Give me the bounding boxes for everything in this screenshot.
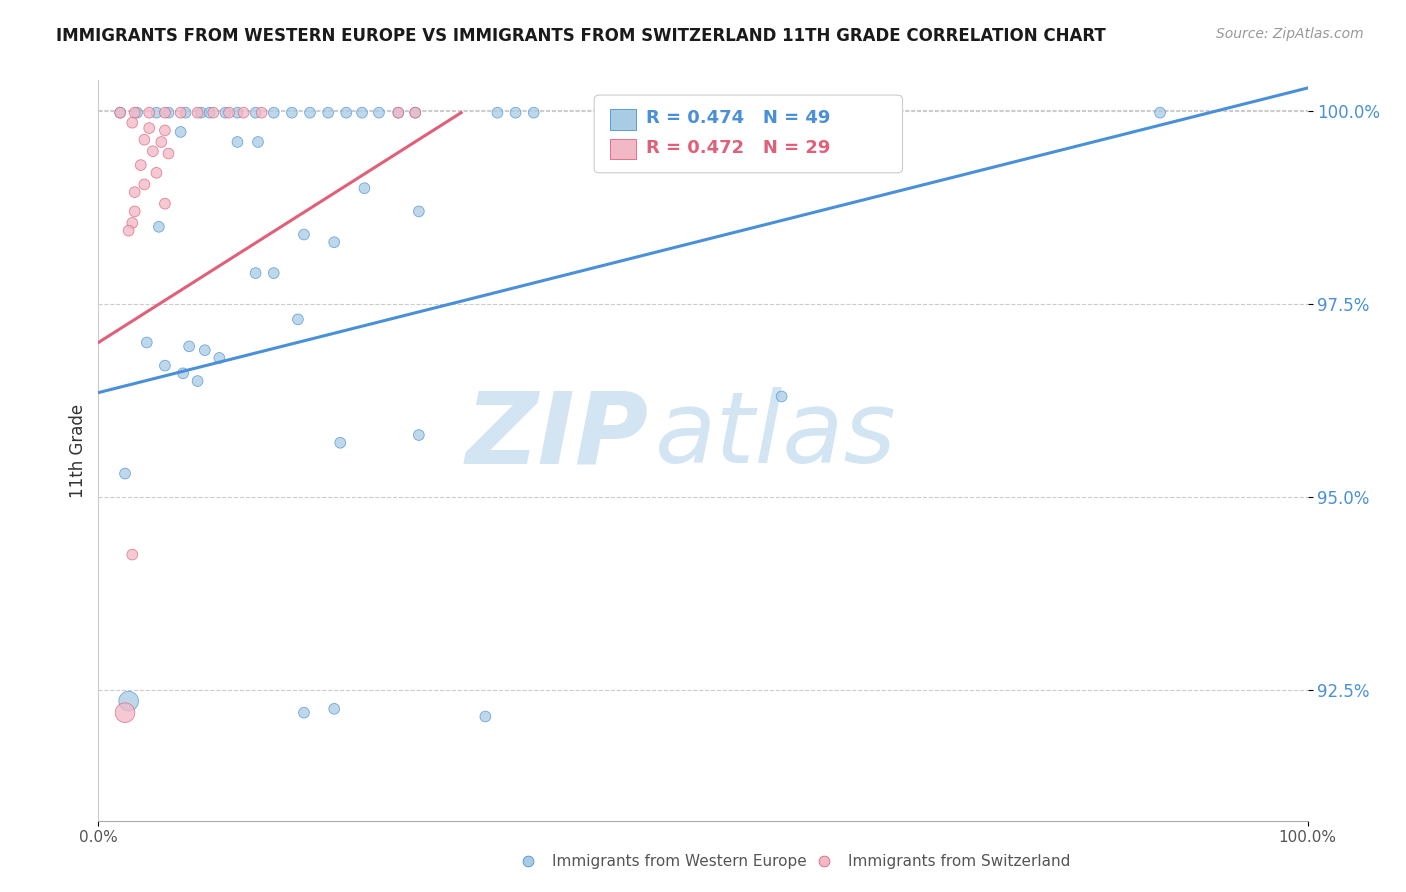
Point <box>129 158 152 172</box>
Point <box>127 105 149 120</box>
Point <box>281 105 304 120</box>
Text: Source: ZipAtlas.com: Source: ZipAtlas.com <box>1216 27 1364 41</box>
Text: IMMIGRANTS FROM WESTERN EUROPE VS IMMIGRANTS FROM SWITZERLAND 11TH GRADE CORRELA: IMMIGRANTS FROM WESTERN EUROPE VS IMMIGR… <box>56 27 1107 45</box>
Point <box>138 105 160 120</box>
Point <box>145 166 167 180</box>
Text: Immigrants from Switzerland: Immigrants from Switzerland <box>848 854 1070 869</box>
Text: ZIP: ZIP <box>465 387 648 484</box>
Point <box>135 335 157 350</box>
Point <box>124 105 146 120</box>
Point <box>247 135 270 149</box>
Point <box>245 266 267 280</box>
Point <box>292 227 315 242</box>
Point <box>134 133 156 147</box>
Point <box>153 105 176 120</box>
Point <box>179 339 201 353</box>
Point <box>232 105 254 120</box>
Point <box>486 105 509 120</box>
Point <box>250 105 273 120</box>
Point <box>299 105 322 120</box>
Point <box>404 105 426 120</box>
Point <box>153 123 176 137</box>
Point <box>263 266 285 280</box>
Point <box>408 428 430 442</box>
Point <box>169 105 191 120</box>
Point <box>153 196 176 211</box>
Point <box>142 145 165 159</box>
Text: R = 0.472   N = 29: R = 0.472 N = 29 <box>647 139 831 157</box>
Text: atlas: atlas <box>655 387 896 484</box>
Point <box>198 105 221 120</box>
Point <box>202 105 225 120</box>
Point <box>505 105 527 120</box>
Point <box>108 105 131 120</box>
Point <box>169 125 191 139</box>
Point <box>218 105 240 120</box>
Point <box>138 121 160 136</box>
Point <box>157 146 180 161</box>
Point <box>108 105 131 120</box>
Point <box>157 105 180 120</box>
Point <box>316 105 339 120</box>
Point <box>368 105 391 120</box>
Point <box>263 105 285 120</box>
Point <box>404 105 426 120</box>
Point <box>124 185 146 199</box>
Point <box>118 224 141 238</box>
Point <box>124 204 146 219</box>
Point <box>245 105 267 120</box>
Point <box>323 702 346 716</box>
Point <box>387 105 409 120</box>
Point <box>287 312 309 326</box>
Point <box>335 105 357 120</box>
Point <box>118 694 141 708</box>
Point <box>187 374 209 388</box>
FancyBboxPatch shape <box>595 95 903 173</box>
Point <box>172 367 194 381</box>
Point <box>226 135 249 149</box>
FancyBboxPatch shape <box>610 139 637 160</box>
Point <box>329 435 352 450</box>
Point <box>153 359 176 373</box>
Point <box>770 389 793 403</box>
Point <box>1149 105 1171 120</box>
Y-axis label: 11th Grade: 11th Grade <box>69 403 87 498</box>
Point <box>114 467 136 481</box>
Point <box>190 105 212 120</box>
Text: Immigrants from Western Europe: Immigrants from Western Europe <box>551 854 807 869</box>
Point <box>226 105 249 120</box>
Point <box>174 105 197 120</box>
Text: R = 0.474   N = 49: R = 0.474 N = 49 <box>647 109 831 127</box>
Point <box>408 204 430 219</box>
Point <box>148 219 170 234</box>
Point <box>121 548 143 562</box>
Point <box>523 105 546 120</box>
Point <box>350 105 373 120</box>
FancyBboxPatch shape <box>610 109 637 130</box>
Point <box>121 216 143 230</box>
Point <box>474 709 496 723</box>
Point <box>292 706 315 720</box>
Point <box>353 181 375 195</box>
Point <box>134 178 156 192</box>
Point <box>121 116 143 130</box>
Point <box>150 135 173 149</box>
Point <box>145 105 167 120</box>
Point <box>187 105 209 120</box>
Point <box>208 351 231 365</box>
Point <box>114 706 136 720</box>
Point <box>194 343 217 358</box>
Point <box>387 105 409 120</box>
Point <box>214 105 236 120</box>
Point <box>323 235 346 250</box>
